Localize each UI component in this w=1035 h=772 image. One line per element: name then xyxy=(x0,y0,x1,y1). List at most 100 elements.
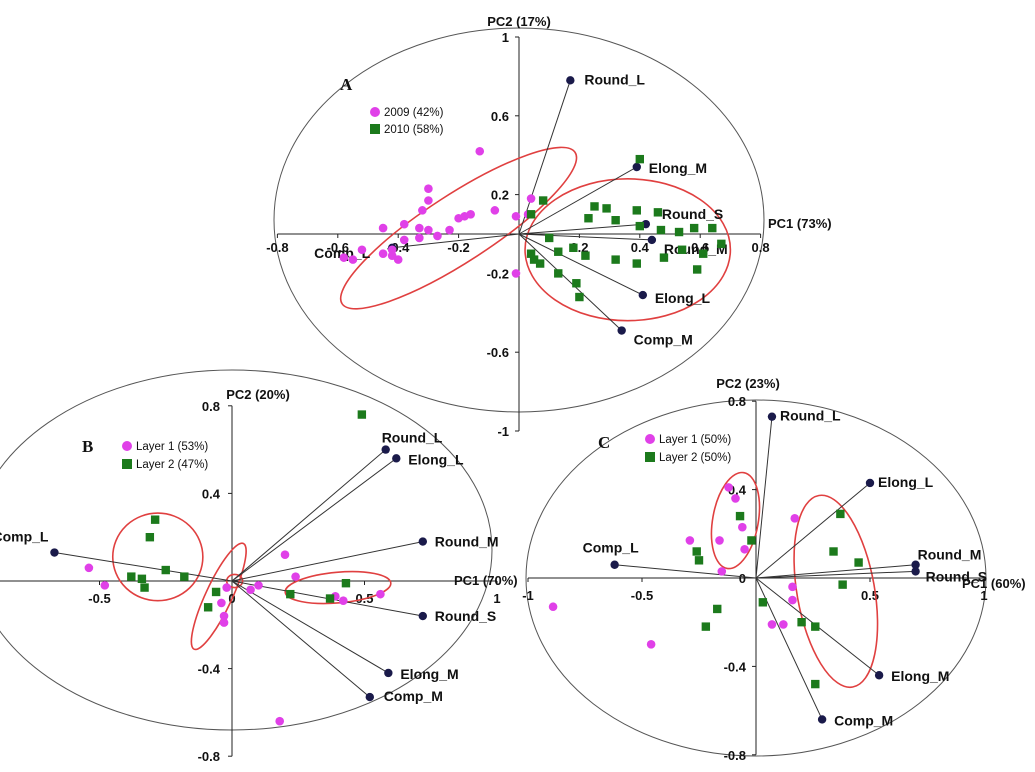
score-point-square xyxy=(838,580,847,589)
y-tick-label: -1 xyxy=(497,424,509,439)
x-tick-label: -0.6 xyxy=(327,240,349,255)
panel-label: B xyxy=(82,437,93,456)
score-point-circle xyxy=(376,589,385,599)
score-point-circle xyxy=(378,223,388,233)
score-point-circle xyxy=(415,223,424,233)
panel-label: C xyxy=(598,433,610,452)
loading-point xyxy=(566,76,575,85)
score-point-circle xyxy=(740,544,749,554)
loading-label: Elong_M xyxy=(649,160,707,176)
score-point-circle xyxy=(348,255,358,264)
loading-label: Round_M xyxy=(435,534,499,550)
y-tick-label: -0.8 xyxy=(198,749,220,764)
score-point-circle xyxy=(475,146,485,156)
y-axis-label: PC2 (23%) xyxy=(716,376,780,391)
score-point-square xyxy=(694,556,704,565)
y-tick-label: 0.8 xyxy=(202,399,220,414)
score-point-square xyxy=(632,206,641,215)
score-point-square xyxy=(554,247,563,256)
loading-label: Elong_L xyxy=(408,451,464,467)
loading-label: Comp_L xyxy=(0,529,49,545)
loading-vector xyxy=(518,233,623,331)
x-tick-label: -0.2 xyxy=(447,240,469,255)
score-point-circle xyxy=(291,572,300,581)
score-point-square xyxy=(286,589,295,599)
score-point-circle xyxy=(548,602,558,612)
loading-point xyxy=(50,548,59,557)
x-tick-label: 0.4 xyxy=(631,240,650,255)
score-point-square xyxy=(692,265,702,274)
loading-vector xyxy=(518,233,652,241)
score-point-square xyxy=(590,202,599,211)
score-point-square xyxy=(677,245,687,254)
loading-point xyxy=(365,692,374,702)
score-point-square xyxy=(689,223,699,233)
score-point-circle xyxy=(767,620,777,629)
score-point-square xyxy=(554,269,563,278)
loading-point xyxy=(911,560,920,569)
score-point-square xyxy=(180,572,189,581)
loading-point xyxy=(418,537,427,546)
score-point-square xyxy=(602,204,611,213)
loading-label: Elong_L xyxy=(655,290,711,306)
loading-point xyxy=(767,412,777,421)
x-tick-label: -0.5 xyxy=(631,588,653,603)
loading-vector xyxy=(392,233,520,249)
x-axis-label: PC1 (70%) xyxy=(454,573,518,588)
y-tick-label: -0.4 xyxy=(724,659,747,674)
legend-marker-square xyxy=(122,459,132,469)
score-point-circle xyxy=(466,210,475,219)
score-point-circle xyxy=(717,567,727,576)
loading-vector xyxy=(518,233,644,296)
score-point-square xyxy=(713,604,722,614)
loading-label: Elong_L xyxy=(878,474,934,490)
y-tick-label: 0.2 xyxy=(491,188,509,203)
score-point-square xyxy=(836,509,845,519)
score-point-square xyxy=(150,515,160,524)
loading-label: Round_S xyxy=(662,206,723,222)
loading-vector xyxy=(231,449,387,582)
score-point-square xyxy=(692,547,701,556)
loading-vector xyxy=(231,580,371,698)
loading-point xyxy=(647,235,657,245)
score-point-circle xyxy=(511,269,521,278)
score-point-square xyxy=(701,622,711,631)
score-point-circle xyxy=(357,245,367,255)
loading-label: Comp_L xyxy=(583,540,639,556)
legend-marker-circle xyxy=(370,107,380,117)
group-ellipse xyxy=(793,494,879,689)
x-tick-label: 1 xyxy=(493,591,500,606)
loading-point xyxy=(874,671,884,680)
loading-label: Elong_M xyxy=(891,668,949,684)
loading-point xyxy=(632,162,641,172)
score-point-circle xyxy=(790,514,800,523)
score-point-circle xyxy=(788,595,797,605)
score-point-square xyxy=(145,533,155,542)
score-point-square xyxy=(575,292,584,302)
score-point-square xyxy=(735,511,745,521)
x-tick-label: 0.8 xyxy=(752,240,770,255)
score-point-square xyxy=(140,583,149,592)
group-ellipse xyxy=(524,178,732,322)
score-point-circle xyxy=(454,213,463,223)
score-point-square xyxy=(674,227,684,237)
score-point-circle xyxy=(526,194,536,203)
score-point-square xyxy=(357,410,367,419)
score-point-square xyxy=(529,255,539,264)
score-point-square xyxy=(584,214,593,223)
loading-label: Round_L xyxy=(382,430,443,446)
score-point-square xyxy=(811,622,820,631)
score-point-circle xyxy=(511,211,521,221)
loading-vector xyxy=(755,564,916,579)
score-point-circle xyxy=(415,233,424,243)
loading-label: Comp_M xyxy=(634,332,693,348)
loading-vector xyxy=(231,457,397,582)
score-point-circle xyxy=(490,206,500,215)
y-tick-label: 1 xyxy=(502,30,509,45)
group-ellipse xyxy=(339,146,578,310)
y-tick-label: -0.8 xyxy=(724,748,746,763)
score-point-square xyxy=(635,221,644,231)
score-point-circle xyxy=(399,219,409,229)
loading-vector xyxy=(231,580,389,674)
score-point-circle xyxy=(715,536,724,545)
